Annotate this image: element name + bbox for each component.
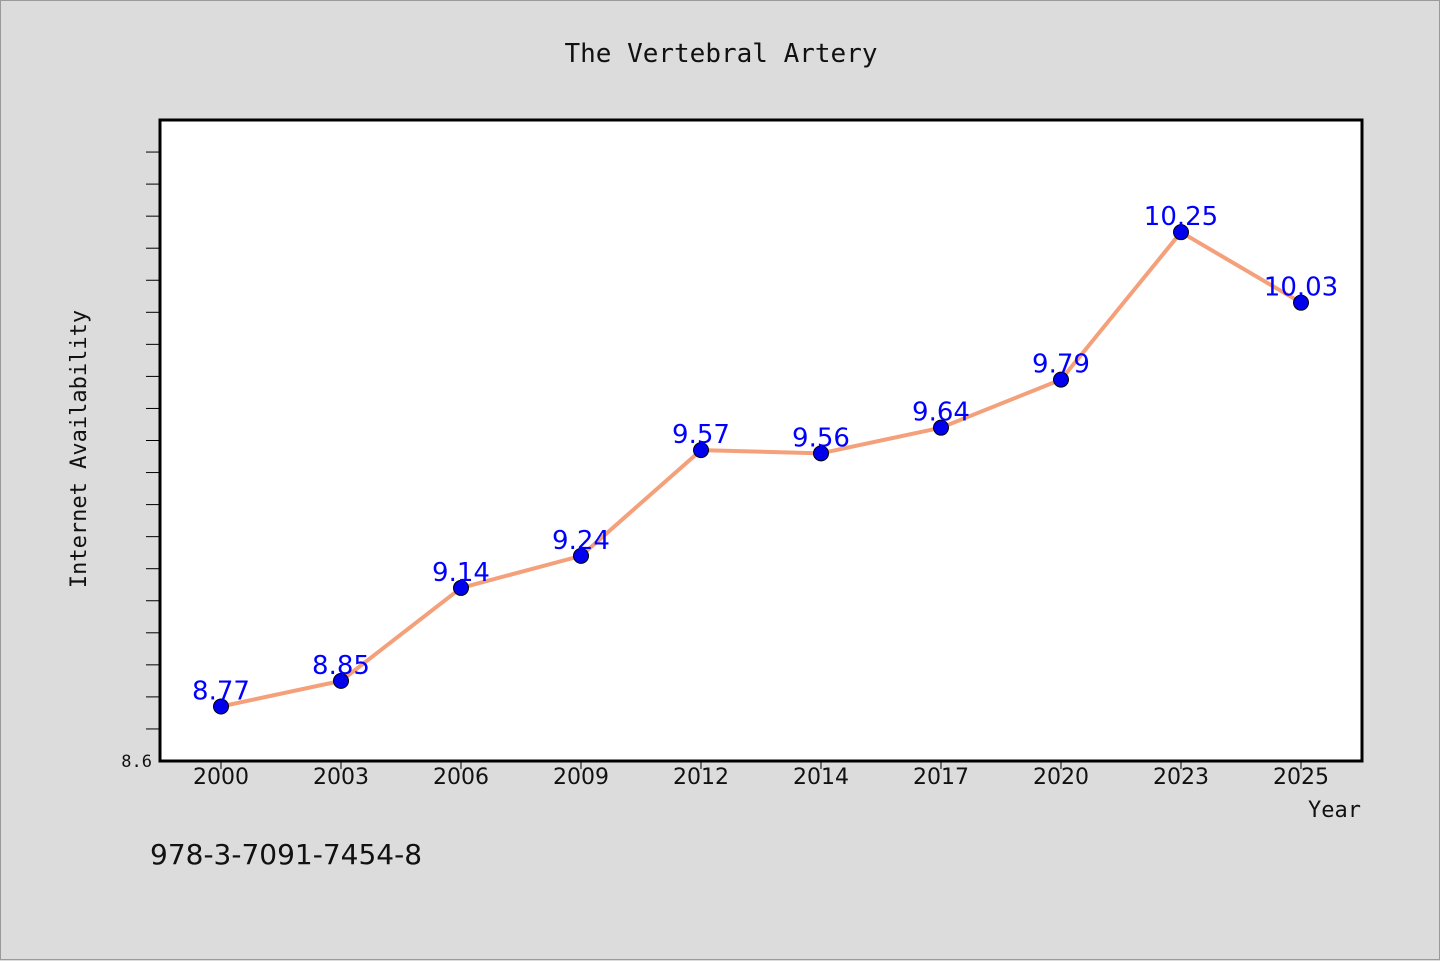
x-tick-label: 2009: [553, 765, 609, 790]
x-tick-label: 2000: [193, 765, 249, 790]
data-labels: 8.77 8.85 9.14 9.24 9.57 9.56 9.64 9.79 10.25 10.…: [192, 202, 1338, 706]
y-tick-label-min: 8.6: [121, 752, 152, 772]
data-label: 9.56: [792, 423, 850, 453]
data-point: [693, 442, 709, 459]
x-tick-labels: 2000 2003 2006 2009 2012 2014 2017 2020 2023 2025: [193, 765, 1329, 790]
data-point: [813, 445, 829, 462]
data-point: [933, 419, 949, 436]
data-label: 8.85: [312, 651, 370, 681]
y-axis-ticks: [146, 151, 160, 730]
x-tick-label: 2020: [1033, 765, 1089, 790]
data-point: [213, 698, 229, 715]
x-axis-label: Year: [1308, 798, 1361, 823]
y-axis-label: Internet Availability: [67, 310, 92, 588]
data-point: [1173, 224, 1189, 241]
series-markers: [213, 224, 1309, 715]
data-label: 9.24: [552, 526, 610, 556]
x-tick-label: 2012: [673, 765, 729, 790]
isbn-label: 978-3-7091-7454-8: [150, 838, 422, 871]
data-point: [1293, 294, 1309, 311]
data-label: 9.14: [432, 558, 490, 588]
x-tick-label: 2025: [1273, 765, 1329, 790]
chart-title: The Vertebral Artery: [564, 39, 877, 69]
data-point: [1053, 371, 1069, 388]
data-label: 9.64: [912, 398, 970, 428]
x-tick-label: 2014: [793, 765, 849, 790]
data-label: 9.57: [672, 420, 730, 450]
data-label: 10.25: [1144, 202, 1218, 232]
data-point: [453, 579, 469, 596]
data-point: [573, 547, 589, 564]
plot-area: [158, 118, 1364, 763]
data-label: 10.03: [1264, 273, 1338, 303]
x-tick-label: 2023: [1153, 765, 1209, 790]
x-tick-label: 2017: [913, 765, 969, 790]
data-label: 8.77: [192, 677, 250, 707]
x-axis-ticks: [220, 761, 1302, 769]
x-tick-label: 2003: [313, 765, 369, 790]
x-tick-label: 2006: [433, 765, 489, 790]
series-line: [220, 230, 1303, 709]
data-point: [333, 672, 349, 689]
data-label: 9.79: [1032, 350, 1090, 380]
